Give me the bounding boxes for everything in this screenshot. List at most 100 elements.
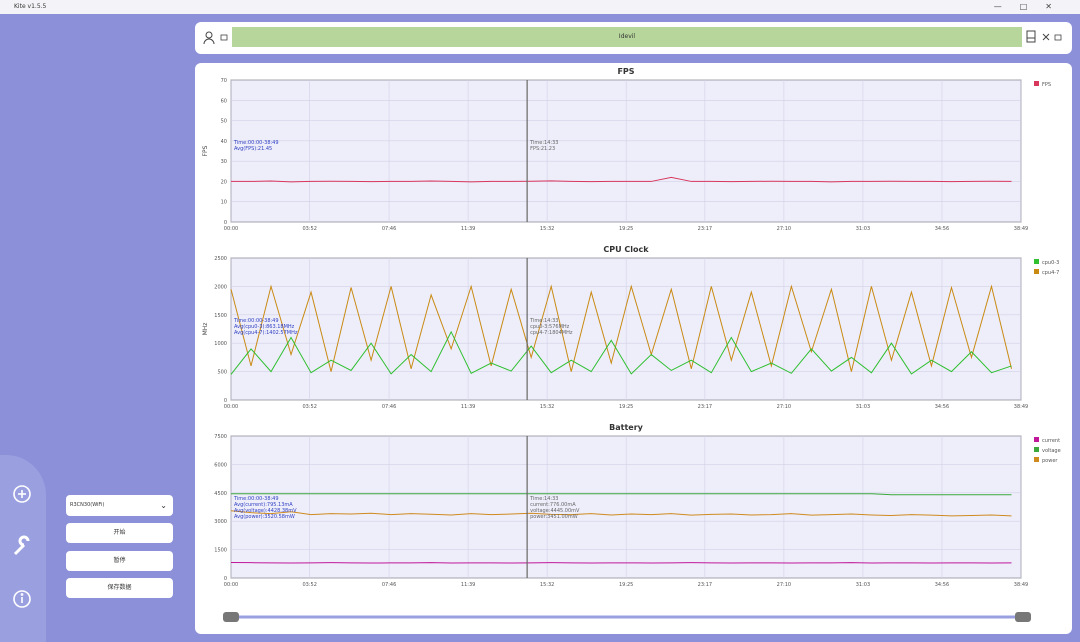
y-tick-label: 6000 xyxy=(214,462,227,468)
chart-title: Battery xyxy=(609,423,644,432)
legend-label: cpu4-7 xyxy=(1042,270,1059,276)
x-tick-label: 27:10 xyxy=(777,404,791,410)
x-tick-label: 23:17 xyxy=(698,404,712,410)
range-slider-end[interactable] xyxy=(1015,612,1031,622)
add-icon[interactable] xyxy=(13,485,31,503)
x-tick-label: 15:32 xyxy=(540,404,554,410)
cursor-annotation: cpu0-3:576MHz xyxy=(530,324,570,330)
legend-label: cpu0-3 xyxy=(1042,260,1059,266)
pause-button[interactable]: 暂停 xyxy=(66,551,173,571)
summary-annotation: Time:00:00-38:49 xyxy=(233,140,279,146)
legend-label: FPS xyxy=(1042,82,1051,88)
cursor-annotation: current:776.00mA xyxy=(530,502,576,508)
x-tick-label: 07:46 xyxy=(382,226,396,232)
legend-swatch xyxy=(1034,437,1039,442)
range-slider-start[interactable] xyxy=(223,612,239,622)
y-tick-label: 1500 xyxy=(214,313,227,319)
y-tick-label: 0 xyxy=(224,220,227,226)
legend-swatch xyxy=(1034,269,1039,274)
x-tick-label: 19:25 xyxy=(619,582,633,588)
x-tick-label: 11:39 xyxy=(461,226,475,232)
x-tick-label: 00:00 xyxy=(224,404,238,410)
x-tick-label: 31:03 xyxy=(856,582,870,588)
y-tick-label: 50 xyxy=(221,119,227,125)
y-tick-label: 20 xyxy=(221,179,227,185)
x-tick-label: 15:32 xyxy=(540,226,554,232)
device-select[interactable]: R3CN30(WiFi) ⌄ xyxy=(66,495,173,516)
legend-swatch xyxy=(1034,447,1039,452)
cursor-annotation: Time:14:33 xyxy=(529,140,558,146)
cursor-annotation: Time:14:33 xyxy=(529,496,558,502)
legend-swatch xyxy=(1034,457,1039,462)
nav-icons xyxy=(13,485,31,608)
action-icons[interactable] xyxy=(1025,30,1069,46)
y-axis-label: FPS xyxy=(202,145,209,156)
y-tick-label: 0 xyxy=(224,576,227,582)
y-tick-label: 2000 xyxy=(214,284,227,290)
legend-label: current xyxy=(1042,438,1060,444)
summary-annotation: Avg(current):795.13mA xyxy=(234,502,293,508)
x-tick-label: 38:49 xyxy=(1014,582,1028,588)
y-tick-label: 500 xyxy=(217,370,227,376)
y-tick-label: 60 xyxy=(221,98,227,104)
device-select-text: R3CN30(WiFi) xyxy=(70,502,105,508)
series-line xyxy=(231,176,1012,183)
y-tick-label: 10 xyxy=(221,200,227,206)
x-tick-label: 11:39 xyxy=(461,582,475,588)
save-button[interactable]: 保存数据 xyxy=(66,578,173,598)
x-tick-label: 38:49 xyxy=(1014,404,1028,410)
x-tick-label: 03:52 xyxy=(302,226,316,232)
cursor-annotation: Time:14:33 xyxy=(529,318,558,324)
start-button[interactable]: 开始 xyxy=(66,523,173,543)
cursor-annotation: FPS:21.23 xyxy=(530,146,555,152)
series-line xyxy=(230,510,1012,517)
x-tick-label: 03:52 xyxy=(302,582,316,588)
legend-swatch xyxy=(1034,259,1039,264)
summary-annotation: Avg(voltage):4428.38mV xyxy=(234,508,297,514)
summary-annotation: Avg(FPS):21.45 xyxy=(234,146,272,152)
x-tick-label: 19:25 xyxy=(619,226,633,232)
y-tick-label: 30 xyxy=(221,159,227,165)
y-tick-label: 40 xyxy=(221,139,227,145)
x-tick-label: 19:25 xyxy=(619,404,633,410)
series-line xyxy=(231,493,1012,496)
x-tick-label: 31:03 xyxy=(856,226,870,232)
dropdown-arrow: ⌄ xyxy=(160,501,167,510)
x-tick-label: 07:46 xyxy=(382,404,396,410)
y-tick-label: 3000 xyxy=(214,519,227,525)
y-tick-label: 0 xyxy=(224,398,227,404)
device-field[interactable]: Idevil xyxy=(232,27,1022,47)
top-bar: Idevil xyxy=(195,22,1072,54)
x-tick-label: 15:32 xyxy=(540,582,554,588)
x-tick-label: 34:56 xyxy=(935,404,949,410)
x-tick-label: 38:49 xyxy=(1014,226,1028,232)
window-controls[interactable]: —□✕ xyxy=(993,2,1070,11)
y-tick-label: 1000 xyxy=(214,341,227,347)
user-icons[interactable] xyxy=(203,30,233,46)
x-tick-label: 00:00 xyxy=(224,226,238,232)
x-tick-label: 11:39 xyxy=(461,404,475,410)
cursor-annotation: power:3451.00mW xyxy=(530,514,578,520)
y-tick-label: 2500 xyxy=(214,256,227,262)
series-line xyxy=(230,330,1012,375)
summary-annotation: Avg(cpu4-7):1402.57MHz xyxy=(234,330,298,336)
x-tick-label: 00:00 xyxy=(224,582,238,588)
legend-label: power xyxy=(1042,458,1058,464)
legend-swatch xyxy=(1034,81,1039,86)
cursor-annotation: cpu4-7:1804MHz xyxy=(530,330,573,336)
tools-icon[interactable] xyxy=(13,535,30,556)
x-tick-label: 07:46 xyxy=(382,582,396,588)
summary-annotation: Time:00:00-38:49 xyxy=(233,496,279,502)
series-line xyxy=(230,284,1012,372)
summary-annotation: Avg(power):3520.58mW xyxy=(234,514,295,520)
y-tick-label: 7500 xyxy=(214,434,227,440)
chart-title: CPU Clock xyxy=(603,245,649,254)
x-tick-label: 27:10 xyxy=(777,582,791,588)
y-tick-label: 4500 xyxy=(214,491,227,497)
y-tick-label: 70 xyxy=(221,78,227,84)
title-bar: Kite v1.5.5 —□✕ xyxy=(0,0,1080,14)
window-title: Kite v1.5.5 xyxy=(14,3,47,10)
info-icon[interactable] xyxy=(13,590,31,608)
